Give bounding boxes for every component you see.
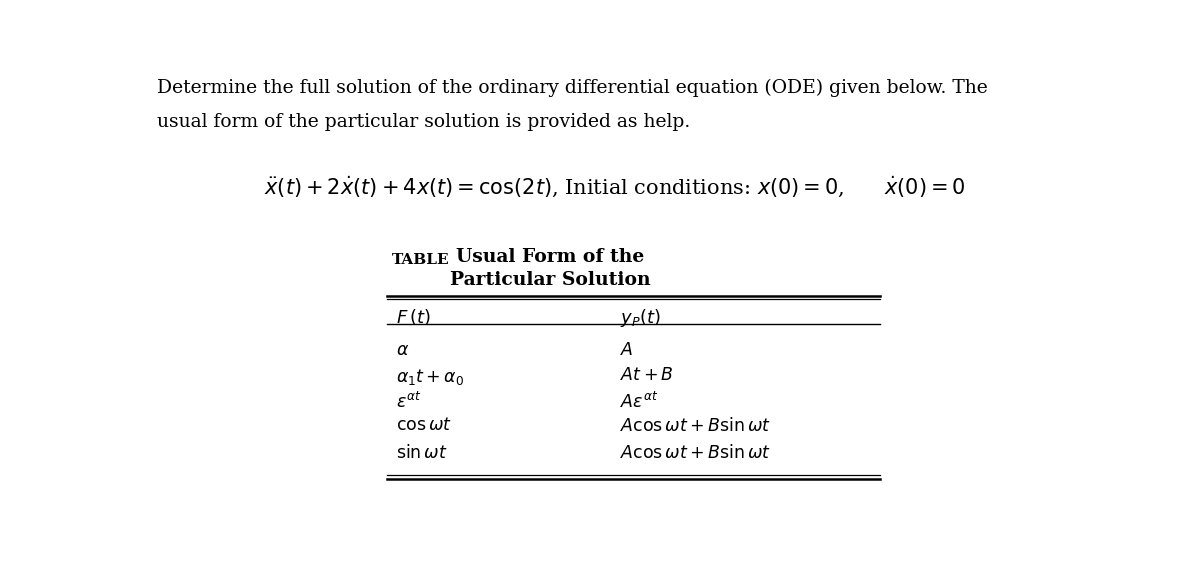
Text: Usual Form of the
Particular Solution: Usual Form of the Particular Solution [450, 249, 650, 289]
Text: $A$: $A$ [619, 342, 634, 359]
Text: $F\,(t)$: $F\,(t)$ [396, 307, 431, 327]
Text: $\epsilon^{\alpha t}$: $\epsilon^{\alpha t}$ [396, 392, 422, 412]
Text: $A\epsilon^{\alpha t}$: $A\epsilon^{\alpha t}$ [619, 392, 658, 412]
Text: $\alpha_1 t + \alpha_0$: $\alpha_1 t + \alpha_0$ [396, 367, 464, 387]
Text: $A\cos\omega t + B\sin\omega t$: $A\cos\omega t + B\sin\omega t$ [619, 417, 770, 434]
Text: usual form of the particular solution is provided as help.: usual form of the particular solution is… [157, 114, 691, 132]
Text: $\cos\omega t$: $\cos\omega t$ [396, 417, 452, 434]
Text: $y_P(t)$: $y_P(t)$ [619, 307, 660, 329]
Text: TABLE: TABLE [391, 253, 450, 267]
Text: $\ddot{x}(t) + 2\dot{x}(t) + 4x(t) = \cos(2t)$, Initial conditions: $x(0) = 0$, : $\ddot{x}(t) + 2\dot{x}(t) + 4x(t) = \co… [264, 175, 966, 199]
Text: $A\cos\omega t + B\sin\omega t$: $A\cos\omega t + B\sin\omega t$ [619, 444, 770, 462]
Text: $At + B$: $At + B$ [619, 367, 673, 384]
Text: $\sin\omega t$: $\sin\omega t$ [396, 444, 448, 462]
Text: Determine the full solution of the ordinary differential equation (ODE) given be: Determine the full solution of the ordin… [157, 79, 988, 97]
Text: $\alpha$: $\alpha$ [396, 342, 409, 359]
